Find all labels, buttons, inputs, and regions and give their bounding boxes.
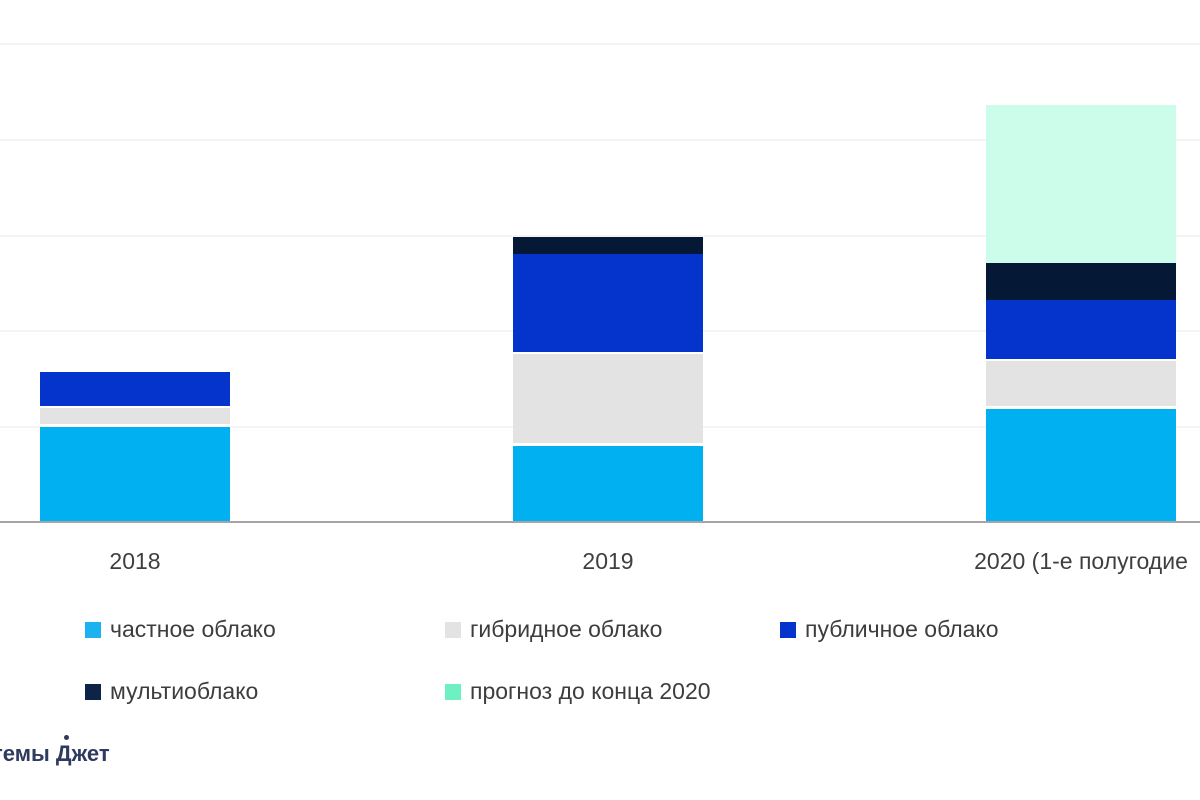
legend-item-мультиоблако: мультиоблако — [85, 678, 258, 705]
bar-2020 — [986, 105, 1176, 522]
legend-item-гибридное-облако: гибридное облако — [445, 616, 662, 643]
bar-2019 — [513, 237, 703, 522]
legend-label: мультиоблако — [110, 678, 259, 704]
segment-частное-облако — [40, 427, 230, 522]
gridline — [0, 43, 1200, 45]
logo-dot — [64, 735, 69, 740]
segment-прогноз-до-конца-2020 — [986, 105, 1176, 263]
segment-публичное-облако — [513, 254, 703, 352]
legend-label: гибридное облако — [470, 616, 663, 642]
x-axis-label: 2018 — [109, 548, 161, 574]
legend-swatch — [85, 621, 101, 638]
segment-мультиоблако — [513, 237, 703, 254]
segment-публичное-облако — [40, 372, 230, 406]
legend-label: публичное облако — [805, 616, 999, 642]
x-axis-label: 2020 (1-е полугодие — [974, 548, 1188, 574]
legend-label: прогноз до конца 2020 — [470, 678, 711, 704]
bar-2018 — [40, 372, 230, 522]
gridline — [0, 139, 1200, 141]
legend-label: частное облако — [110, 616, 276, 642]
segment-гибридное-облако — [986, 359, 1176, 409]
x-axis-label: 2019 — [582, 548, 634, 574]
segment-гибридное-облако — [40, 406, 230, 427]
legend-swatch — [85, 683, 101, 700]
legend-swatch — [780, 621, 796, 638]
segment-гибридное-облако — [513, 352, 703, 446]
source-attribution: темы Джет — [0, 741, 110, 766]
gridline — [0, 235, 1200, 237]
legend-item-частное-облако: частное облако — [85, 616, 276, 643]
legend-swatch — [445, 621, 461, 638]
segment-публичное-облако — [986, 300, 1176, 359]
x-axis-line — [0, 521, 1200, 523]
legend-item-публичное-облако: публичное облако — [780, 616, 999, 643]
legend-item-прогноз-до-конца-2020: прогноз до конца 2020 — [445, 678, 711, 705]
legend-swatch — [445, 683, 461, 700]
segment-мультиоблако — [986, 263, 1176, 300]
segment-частное-облако — [986, 409, 1176, 522]
segment-частное-облако — [513, 446, 703, 522]
